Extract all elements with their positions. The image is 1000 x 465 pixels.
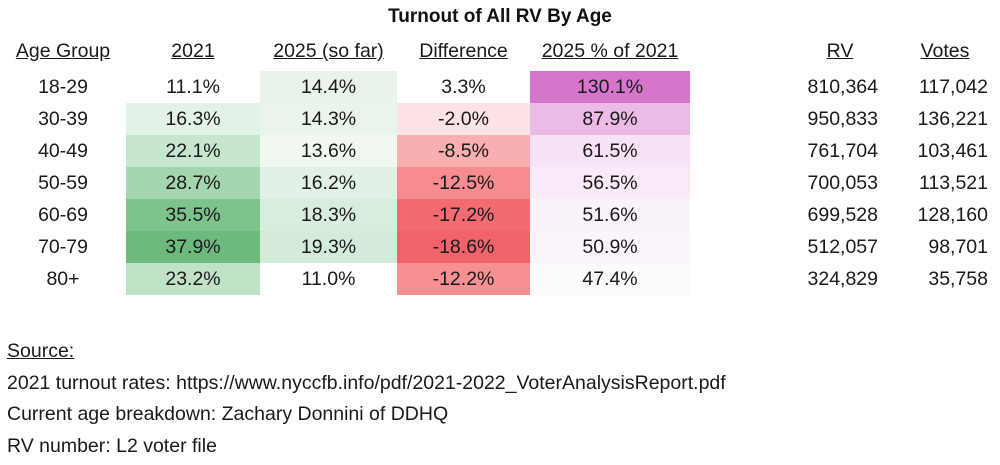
table-row: 18-29 11.1% 14.4% 3.3% 130.1% 810,364 11… [0, 71, 1000, 103]
source-line-rv-number: RV number: L2 voter file [7, 435, 217, 457]
rv-cell: 700,053 [807, 172, 879, 194]
turnout-2021-cell: 16.3% [126, 103, 260, 135]
votes-cell: 113,521 [918, 172, 988, 194]
difference-cell: -8.5% [397, 135, 530, 167]
age-group-cell: 80+ [46, 268, 80, 290]
header-rv: RV [826, 40, 854, 62]
turnout-2021-cell: 11.1% [126, 71, 260, 103]
difference-cell: -17.2% [397, 199, 530, 231]
pct-of-2021-cell: 61.5% [530, 135, 690, 167]
votes-cell: 128,160 [917, 204, 989, 226]
difference-cell: -2.0% [397, 103, 530, 135]
votes-cell: 117,042 [918, 76, 988, 98]
header-2025: 2025 (so far) [273, 40, 384, 62]
table-row: 40-49 22.1% 13.6% -8.5% 61.5% 761,704 10… [0, 135, 1000, 167]
table-title: Turnout of All RV By Age [388, 6, 612, 27]
turnout-2025-cell: 16.2% [260, 167, 397, 199]
turnout-2021-cell: 22.1% [126, 135, 260, 167]
difference-cell: -12.2% [397, 263, 530, 295]
difference-cell: 3.3% [397, 71, 530, 103]
turnout-2025-cell: 13.6% [260, 135, 397, 167]
votes-cell: 103,461 [917, 140, 989, 162]
turnout-2025-cell: 11.0% [260, 263, 397, 295]
turnout-2025-cell: 14.4% [260, 71, 397, 103]
age-group-cell: 70-79 [38, 236, 88, 258]
header-votes: Votes [920, 40, 970, 62]
turnout-2025-cell: 18.3% [260, 199, 397, 231]
rv-cell: 810,364 [807, 76, 879, 98]
turnout-2021-cell: 23.2% [126, 263, 260, 295]
rv-cell: 512,057 [807, 236, 879, 258]
turnout-2025-cell: 19.3% [260, 231, 397, 263]
table-row: 60-69 35.5% 18.3% -17.2% 51.6% 699,528 1… [0, 199, 1000, 231]
rv-cell: 950,833 [807, 108, 879, 130]
source-heading: Source: [7, 340, 75, 362]
header-difference: Difference [419, 40, 508, 62]
pct-of-2021-cell: 56.5% [530, 167, 690, 199]
turnout-2021-cell: 35.5% [126, 199, 260, 231]
table-row: 30-39 16.3% 14.3% -2.0% 87.9% 950,833 13… [0, 103, 1000, 135]
source-line-age-breakdown: Current age breakdown: Zachary Donnini o… [7, 403, 449, 425]
rv-cell: 761,704 [807, 140, 879, 162]
rv-cell: 324,829 [807, 268, 879, 290]
age-group-cell: 60-69 [38, 204, 88, 226]
table-row: 70-79 37.9% 19.3% -18.6% 50.9% 512,057 9… [0, 231, 1000, 263]
turnout-2025-cell: 14.3% [260, 103, 397, 135]
pct-of-2021-cell: 50.9% [530, 231, 690, 263]
pct-of-2021-cell: 51.6% [530, 199, 690, 231]
pct-of-2021-cell: 47.4% [530, 263, 690, 295]
difference-cell: -12.5% [397, 167, 530, 199]
age-group-cell: 40-49 [38, 140, 88, 162]
turnout-2021-cell: 37.9% [126, 231, 260, 263]
votes-cell: 98,701 [928, 236, 988, 258]
votes-cell: 136,221 [917, 108, 989, 130]
header-pct-of-2021: 2025 % of 2021 [541, 40, 679, 62]
pct-of-2021-cell: 87.9% [530, 103, 690, 135]
votes-cell: 35,758 [928, 268, 988, 290]
turnout-2021-cell: 28.7% [126, 167, 260, 199]
pct-of-2021-cell: 130.1% [530, 71, 690, 103]
difference-cell: -18.6% [397, 231, 530, 263]
table-row: 50-59 28.7% 16.2% -12.5% 56.5% 700,053 1… [0, 167, 1000, 199]
source-line-turnout-rates: 2021 turnout rates: https://www.nyccfb.i… [7, 372, 726, 394]
rv-cell: 699,528 [807, 204, 879, 226]
age-group-cell: 18-29 [38, 76, 88, 98]
table-header-row: Age Group 2021 2025 (so far) Difference … [0, 35, 1000, 67]
age-group-cell: 30-39 [38, 108, 88, 130]
header-age-group: Age Group [15, 40, 111, 62]
table-row: 80+ 23.2% 11.0% -12.2% 47.4% 324,829 35,… [0, 263, 1000, 295]
header-2021: 2021 [171, 40, 215, 62]
age-group-cell: 50-59 [38, 172, 88, 194]
